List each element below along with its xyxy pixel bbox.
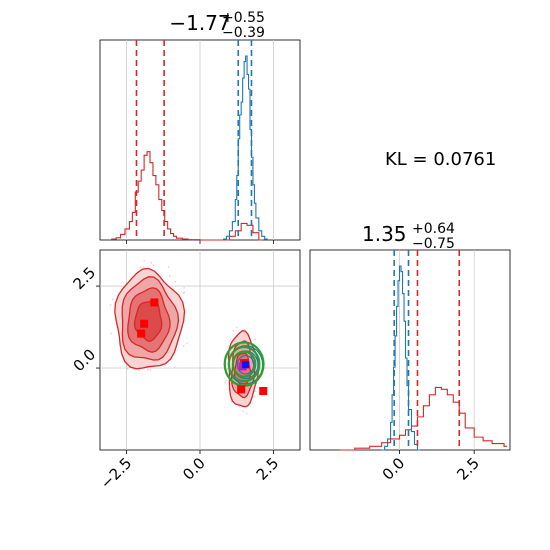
hist-param2-content [339,250,508,451]
joint-sample-dot [245,412,248,415]
joint-sample-dot [109,304,112,306]
joint-sample-dot [174,280,177,283]
hist-param1-red-series [111,151,262,241]
hist-param2-x-tick-label: 2.5 [453,454,483,484]
joint-blue-marker [242,361,250,369]
joint-sample-dot [138,369,141,371]
joint-sample-dot [182,344,185,347]
param2-title-plus: +0.64 [412,221,455,237]
hist-param2-grid [399,250,475,450]
hist-param2-red-series [339,386,508,451]
joint-x-ticks: −2.5 0.0 2.5 [97,450,283,493]
param1-title: −1.77 [169,11,230,35]
joint-green-contour [227,345,261,383]
joint-sample-dot [224,381,226,384]
joint-sample-dot [224,379,227,382]
joint-red-marker [137,329,146,338]
joint-sample-dot [254,338,257,340]
joint-sample-dot [152,264,155,266]
hist-param1-grid [126,40,274,244]
hist-param2-x-ticks: 0.0 2.5 [379,450,483,484]
hist-param2-x-tick-label: 0.0 [379,454,409,484]
joint-red-marker [237,385,246,394]
joint-red-marker [140,319,149,328]
joint-green-contour [231,350,257,378]
joint-sample-dot [173,366,176,369]
param1-title-minus: −0.39 [222,25,265,41]
joint-sample-dot [142,266,145,269]
joint-sample-dot [168,275,171,277]
joint-sample-dot [243,328,246,331]
hist-param2-panel: 0.0 2.5 1.35 +0.64 −0.75 [309,221,511,484]
joint-sample-dot [183,286,186,289]
joint-y-tick-label: 0.0 [70,345,100,375]
joint-content [109,259,268,415]
param1-title-median: −1.77 [169,11,230,35]
hist-param1-blue-series [222,55,268,240]
joint-sample-dot [139,266,142,269]
param2-title-median: 1.35 [362,222,407,246]
joint-sample-dot [241,410,244,413]
joint-sample-dot [253,395,256,398]
hist-param2-frame [309,249,511,451]
joint-panel: −2.5 0.0 2.5 0.0 2.5 [70,249,301,493]
hist-param1-content [111,40,268,241]
joint-x-tick-label: −2.5 [97,454,135,492]
joint-y-ticks: 0.0 2.5 [70,263,100,375]
kl-annotation: KL = 0.0761 [385,149,496,170]
joint-sample-dot [232,330,235,332]
param2-title-minus: −0.75 [412,236,455,252]
joint-sample-dot [226,368,229,370]
joint-sample-dot [110,332,112,335]
joint-sample-dot [235,326,238,329]
joint-sample-dot [150,261,153,264]
param1-title-plus: +0.55 [222,10,265,26]
joint-sample-dot [167,266,170,268]
joint-blue-contour [236,354,255,375]
hist-param1-panel: −1.77 +0.55 −0.39 [99,10,301,244]
joint-x-tick-label: 2.5 [253,454,283,484]
hist-param2-blue-series [381,265,421,451]
joint-sample-dot [143,259,146,262]
joint-red-marker [259,386,268,395]
joint-sample-dot [147,368,149,371]
joint-x-tick-label: 0.0 [179,454,209,484]
joint-sample-dot [183,291,186,294]
joint-sample-dot [238,405,241,408]
joint-sample-dot [254,390,257,393]
joint-red-marker [150,298,159,307]
joint-sample-dot [149,369,152,371]
joint-sample-dot [111,298,114,301]
joint-y-tick-label: 2.5 [70,263,100,293]
joint-sample-dot [126,368,129,370]
joint-sample-dot [186,342,189,344]
